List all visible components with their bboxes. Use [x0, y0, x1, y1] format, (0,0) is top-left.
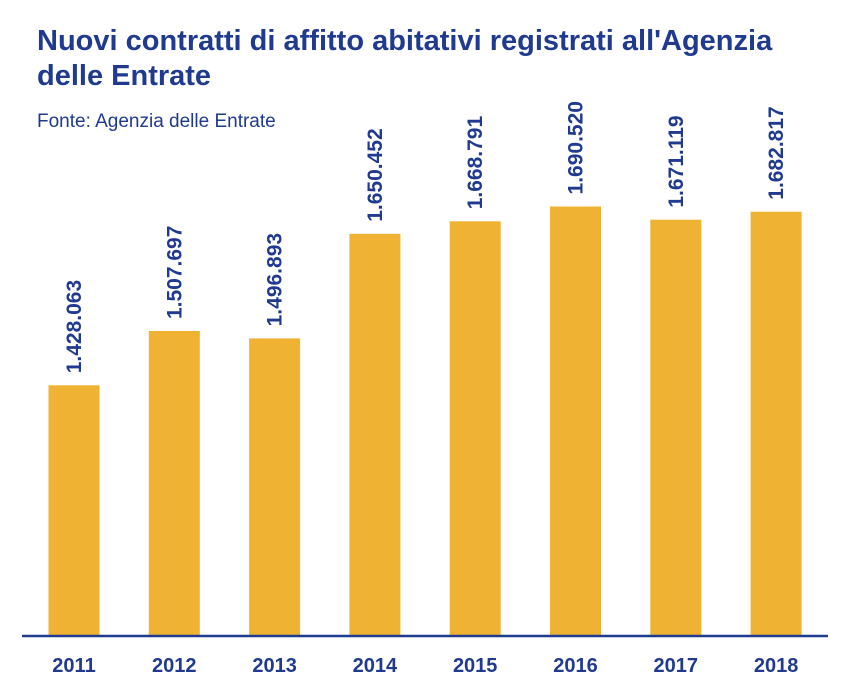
value-label-2013: 1.496.893 — [264, 233, 287, 326]
x-tick-label-2015: 2015 — [453, 655, 498, 677]
bar-2017 — [650, 219, 702, 636]
x-tick-label-2017: 2017 — [654, 655, 699, 677]
x-tick-label-2018: 2018 — [754, 655, 799, 677]
x-tick-label-2016: 2016 — [553, 655, 598, 677]
value-label-2015: 1.668.791 — [464, 116, 487, 210]
bar-2015 — [449, 221, 501, 637]
value-label-2017: 1.671.119 — [665, 115, 688, 207]
bar-2013 — [249, 338, 301, 636]
bar-2018 — [750, 211, 802, 636]
x-tick-label-2011: 2011 — [52, 655, 95, 677]
x-tick-label-2014: 2014 — [353, 655, 398, 677]
bar-2014 — [349, 233, 401, 637]
x-tick-label-2012: 2012 — [152, 655, 197, 677]
value-label-2012: 1.507.697 — [163, 226, 186, 319]
value-label-2018: 1.682.817 — [765, 106, 788, 199]
value-label-2014: 1.650.452 — [364, 128, 387, 221]
value-label-2016: 1.690.520 — [565, 101, 588, 194]
chart-title: Nuovi contratti di affitto abitativi reg… — [37, 25, 773, 92]
bar-2012 — [148, 331, 200, 636]
x-tick-label-2013: 2013 — [252, 655, 297, 677]
bar-2011 — [48, 385, 100, 636]
bar-2016 — [550, 206, 601, 636]
value-label-2011: 1.428.063 — [63, 280, 86, 373]
chart-source: Fonte: Agenzia delle Entrate — [37, 111, 276, 132]
